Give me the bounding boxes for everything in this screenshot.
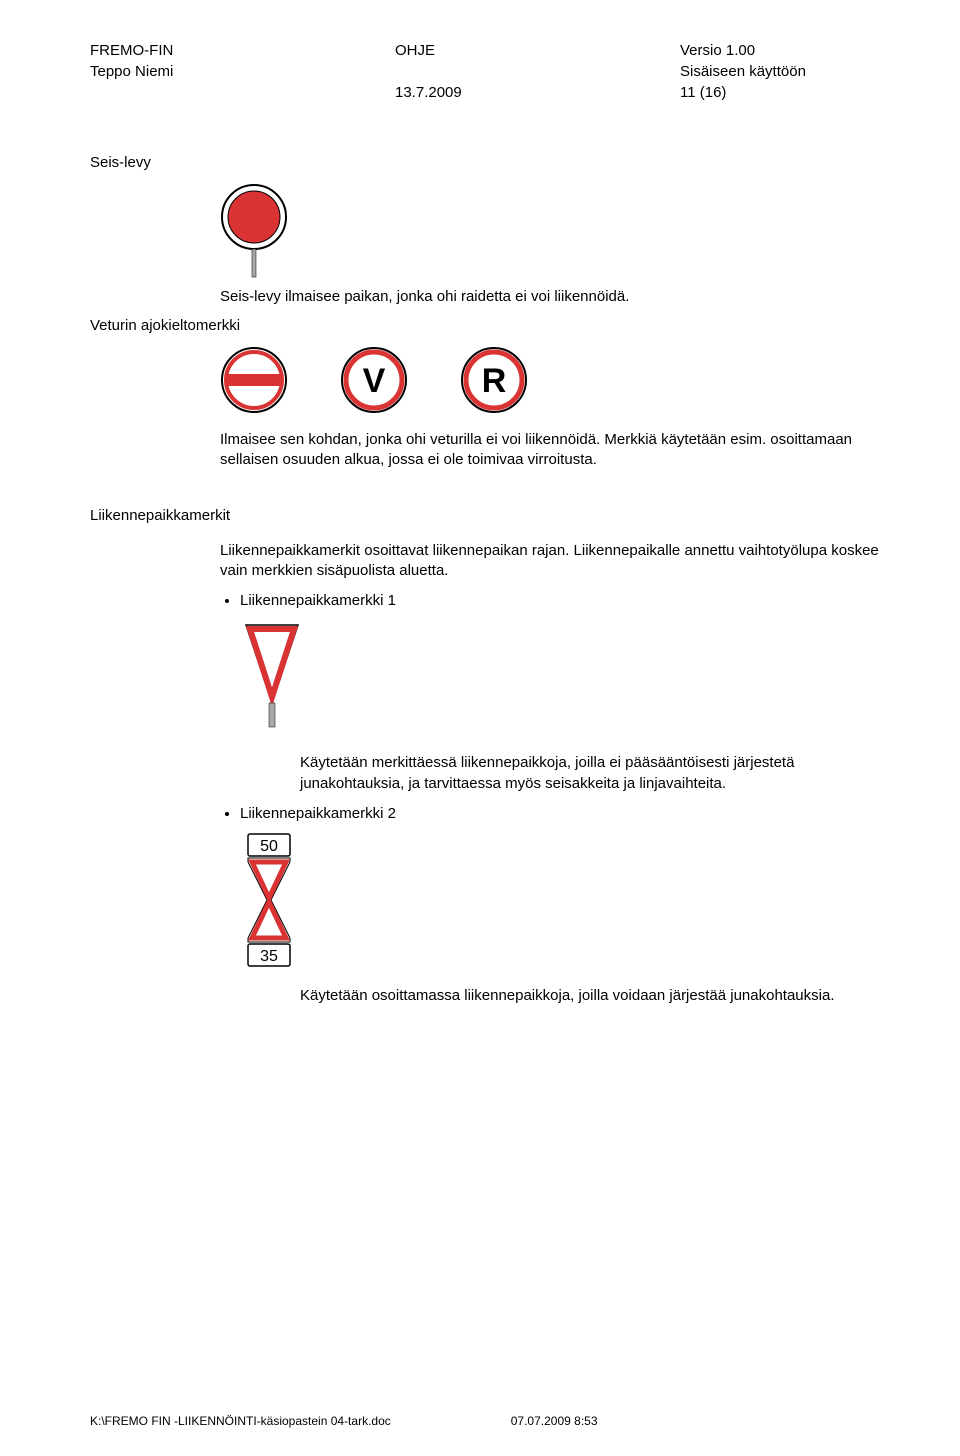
item2-label: Liikennepaikkamerkki 2 (240, 804, 900, 824)
no-loco-sign-r-icon: R (460, 346, 530, 416)
item2-desc: Käytetään osoittamassa liikennepaikkoja,… (300, 986, 860, 1006)
hourglass-sign-icon: 50 35 (240, 832, 310, 972)
doc-distribution: Sisäiseen käyttöön (680, 61, 900, 82)
doc-date: 13.7.2009 (395, 82, 595, 103)
stop-disc-icon (220, 183, 300, 283)
liikennepaikka-item1: Liikennepaikkamerkki 1 (220, 591, 900, 739)
doc-page: 11 (16) (680, 82, 900, 103)
no-loco-sign-plain-icon (220, 346, 290, 416)
document-header: FREMO-FIN Teppo Niemi OHJE 13.7.2009 Ver… (90, 40, 900, 103)
liikennepaikka-intro: Liikennepaikkamerkit osoittavat liikenne… (220, 541, 900, 582)
liikennepaikka-title: Liikennepaikkamerkit (90, 506, 900, 526)
item1-label: Liikennepaikkamerkki 1 (240, 591, 900, 611)
header-right: Versio 1.00 Sisäiseen käyttöön 11 (16) (680, 40, 900, 103)
item2-sign: 50 35 (240, 832, 900, 972)
veturin-desc: Ilmaisee sen kohdan, jonka ohi veturilla… (220, 430, 860, 471)
veturin-signs-row: V R (220, 346, 900, 416)
liikennepaikka-item2: Liikennepaikkamerkki 2 50 35 (220, 804, 900, 972)
top-num: 50 (260, 838, 278, 855)
doc-type: OHJE (395, 40, 595, 61)
author-name: Teppo Niemi (90, 61, 310, 82)
svg-text:R: R (482, 362, 507, 400)
seis-levy-sign (220, 183, 900, 283)
document-footer: K:\FREMO FIN -LIIKENNÖINTI-käsiopastein … (90, 1414, 900, 1428)
veturin-title: Veturin ajokieltomerkki (90, 316, 900, 336)
footer-path: K:\FREMO FIN -LIIKENNÖINTI-käsiopastein … (90, 1414, 391, 1428)
item1-desc: Käytetään merkittäessä liikennepaikkoja,… (300, 753, 860, 794)
seis-levy-title: Seis-levy (90, 153, 900, 173)
no-loco-sign-v-icon: V (340, 346, 410, 416)
header-left: FREMO-FIN Teppo Niemi (90, 40, 310, 103)
header-middle: OHJE 13.7.2009 (395, 40, 595, 103)
seis-levy-desc: Seis-levy ilmaisee paikan, jonka ohi rai… (220, 287, 900, 307)
footer-timestamp: 07.07.2009 8:53 (511, 1414, 598, 1428)
bottom-num: 35 (260, 948, 278, 965)
item1-sign (240, 619, 900, 739)
org-name: FREMO-FIN (90, 40, 310, 61)
doc-version: Versio 1.00 (680, 40, 900, 61)
triangle-down-sign-icon (240, 619, 310, 739)
svg-text:V: V (363, 362, 386, 400)
page: FREMO-FIN Teppo Niemi OHJE 13.7.2009 Ver… (0, 0, 960, 1456)
